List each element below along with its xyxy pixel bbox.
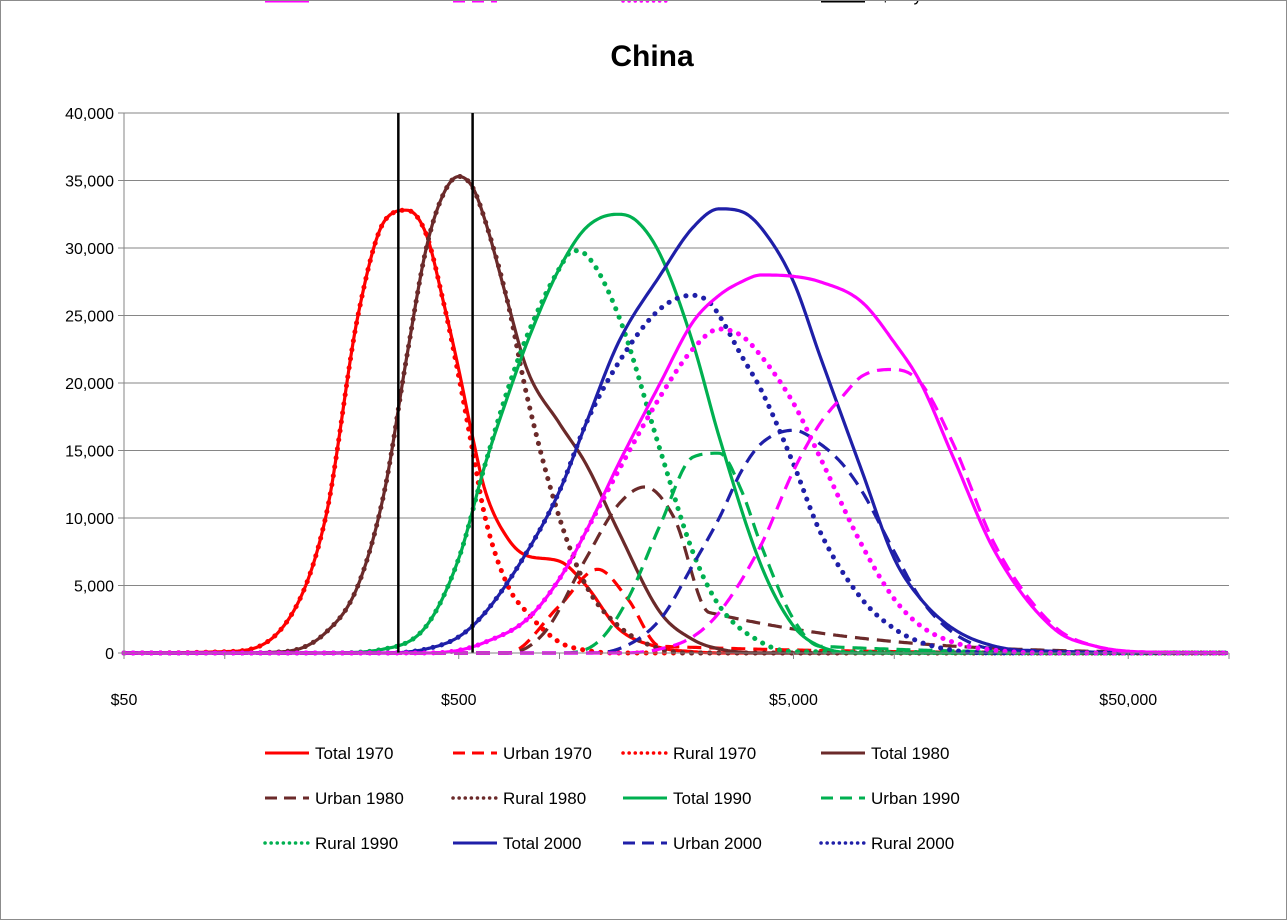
series-total-1970-line — [124, 208, 1228, 655]
x-tick-label: $50 — [111, 692, 138, 709]
legend-urban-2006: Urban 2006 — [453, 1, 592, 5]
legend-urban-1990: Urban 1990 — [821, 789, 960, 808]
legend-total-1990-label: Total 1990 — [673, 789, 751, 808]
x-tick-label: $5,000 — [769, 692, 818, 709]
legend-rural-1990: Rural 1990 — [263, 834, 398, 853]
legend-urban-2000-label: Urban 2000 — [673, 834, 762, 853]
legend-urban-1970-label: Urban 1970 — [503, 744, 592, 763]
legend-1-day: 1$/day — [821, 1, 923, 5]
y-tick-label: 0 — [105, 646, 114, 663]
series-urban-2006-line — [124, 367, 1228, 655]
legend-urban-2006-label: Urban 2006 — [503, 1, 592, 5]
series-total-1990-line — [124, 212, 1228, 655]
legend-urban-1980-label: Urban 1980 — [315, 789, 404, 808]
legend-total-1980-label: Total 1980 — [871, 744, 949, 763]
legend-total-2006-label: Total 2006 — [315, 1, 393, 5]
y-tick-label: 5,000 — [74, 579, 114, 596]
legend-urban-1980: Urban 1980 — [265, 789, 404, 808]
legend-1-day-label: 1$/day — [871, 1, 923, 5]
legend-rural-1980-label: Rural 1980 — [503, 789, 586, 808]
legend-rural-2006-label: Rural 2006 — [673, 1, 756, 5]
y-tick-label: 15,000 — [65, 444, 114, 461]
chart-title: China — [610, 40, 694, 73]
axis-layer: 0 5,000 10,000 15,000 20,000 25,000 30,000 35,0… — [65, 106, 1230, 709]
y-tick-label: 30,000 — [65, 241, 114, 258]
series-rural-1970-line — [121, 207, 1231, 656]
legend-total-1970-label: Total 1970 — [315, 744, 393, 763]
y-tick-label: 20,000 — [65, 376, 114, 393]
legend-total-1970: Total 1970 — [265, 744, 393, 763]
x-tick-label: $50,000 — [1099, 692, 1157, 709]
legend-total-2006: Total 2006 — [265, 1, 393, 5]
y-tick-label: 35,000 — [65, 174, 114, 191]
series-total-2000-line — [124, 207, 1228, 655]
legend-total-1990: Total 1990 — [623, 789, 751, 808]
series-rural-2006-line — [121, 326, 1231, 656]
legend-rural-1970: Rural 1970 — [621, 744, 756, 763]
legend-total-2000-label: Total 2000 — [503, 834, 581, 853]
legend-rural-2000-label: Rural 2000 — [871, 834, 954, 853]
legend-rural-1980: Rural 1980 — [451, 789, 586, 808]
series-urban-1970-line — [124, 567, 1228, 655]
legend-rural-1970-label: Rural 1970 — [673, 744, 756, 763]
y-tick-label: 40,000 — [65, 106, 114, 123]
y-tick-label: 25,000 — [65, 309, 114, 326]
legend-rural-2006: Rural 2006 — [621, 1, 756, 5]
legend-layer: Total 1970 Urban 1970 Rural 1970 Total 1980… — [263, 1, 960, 853]
legend-urban-1990-label: Urban 1990 — [871, 789, 960, 808]
y-tick-label: 10,000 — [65, 511, 114, 528]
legend-rural-2000: Rural 2000 — [819, 834, 954, 853]
legend-urban-2000: Urban 2000 — [623, 834, 762, 853]
x-tick-label: $500 — [441, 692, 477, 709]
legend-total-2000: Total 2000 — [453, 834, 581, 853]
legend-total-1980: Total 1980 — [821, 744, 949, 763]
legend-rural-1990-label: Rural 1990 — [315, 834, 398, 853]
legend-urban-1970: Urban 1970 — [453, 744, 592, 763]
series-urban-1990-line — [124, 451, 1228, 655]
